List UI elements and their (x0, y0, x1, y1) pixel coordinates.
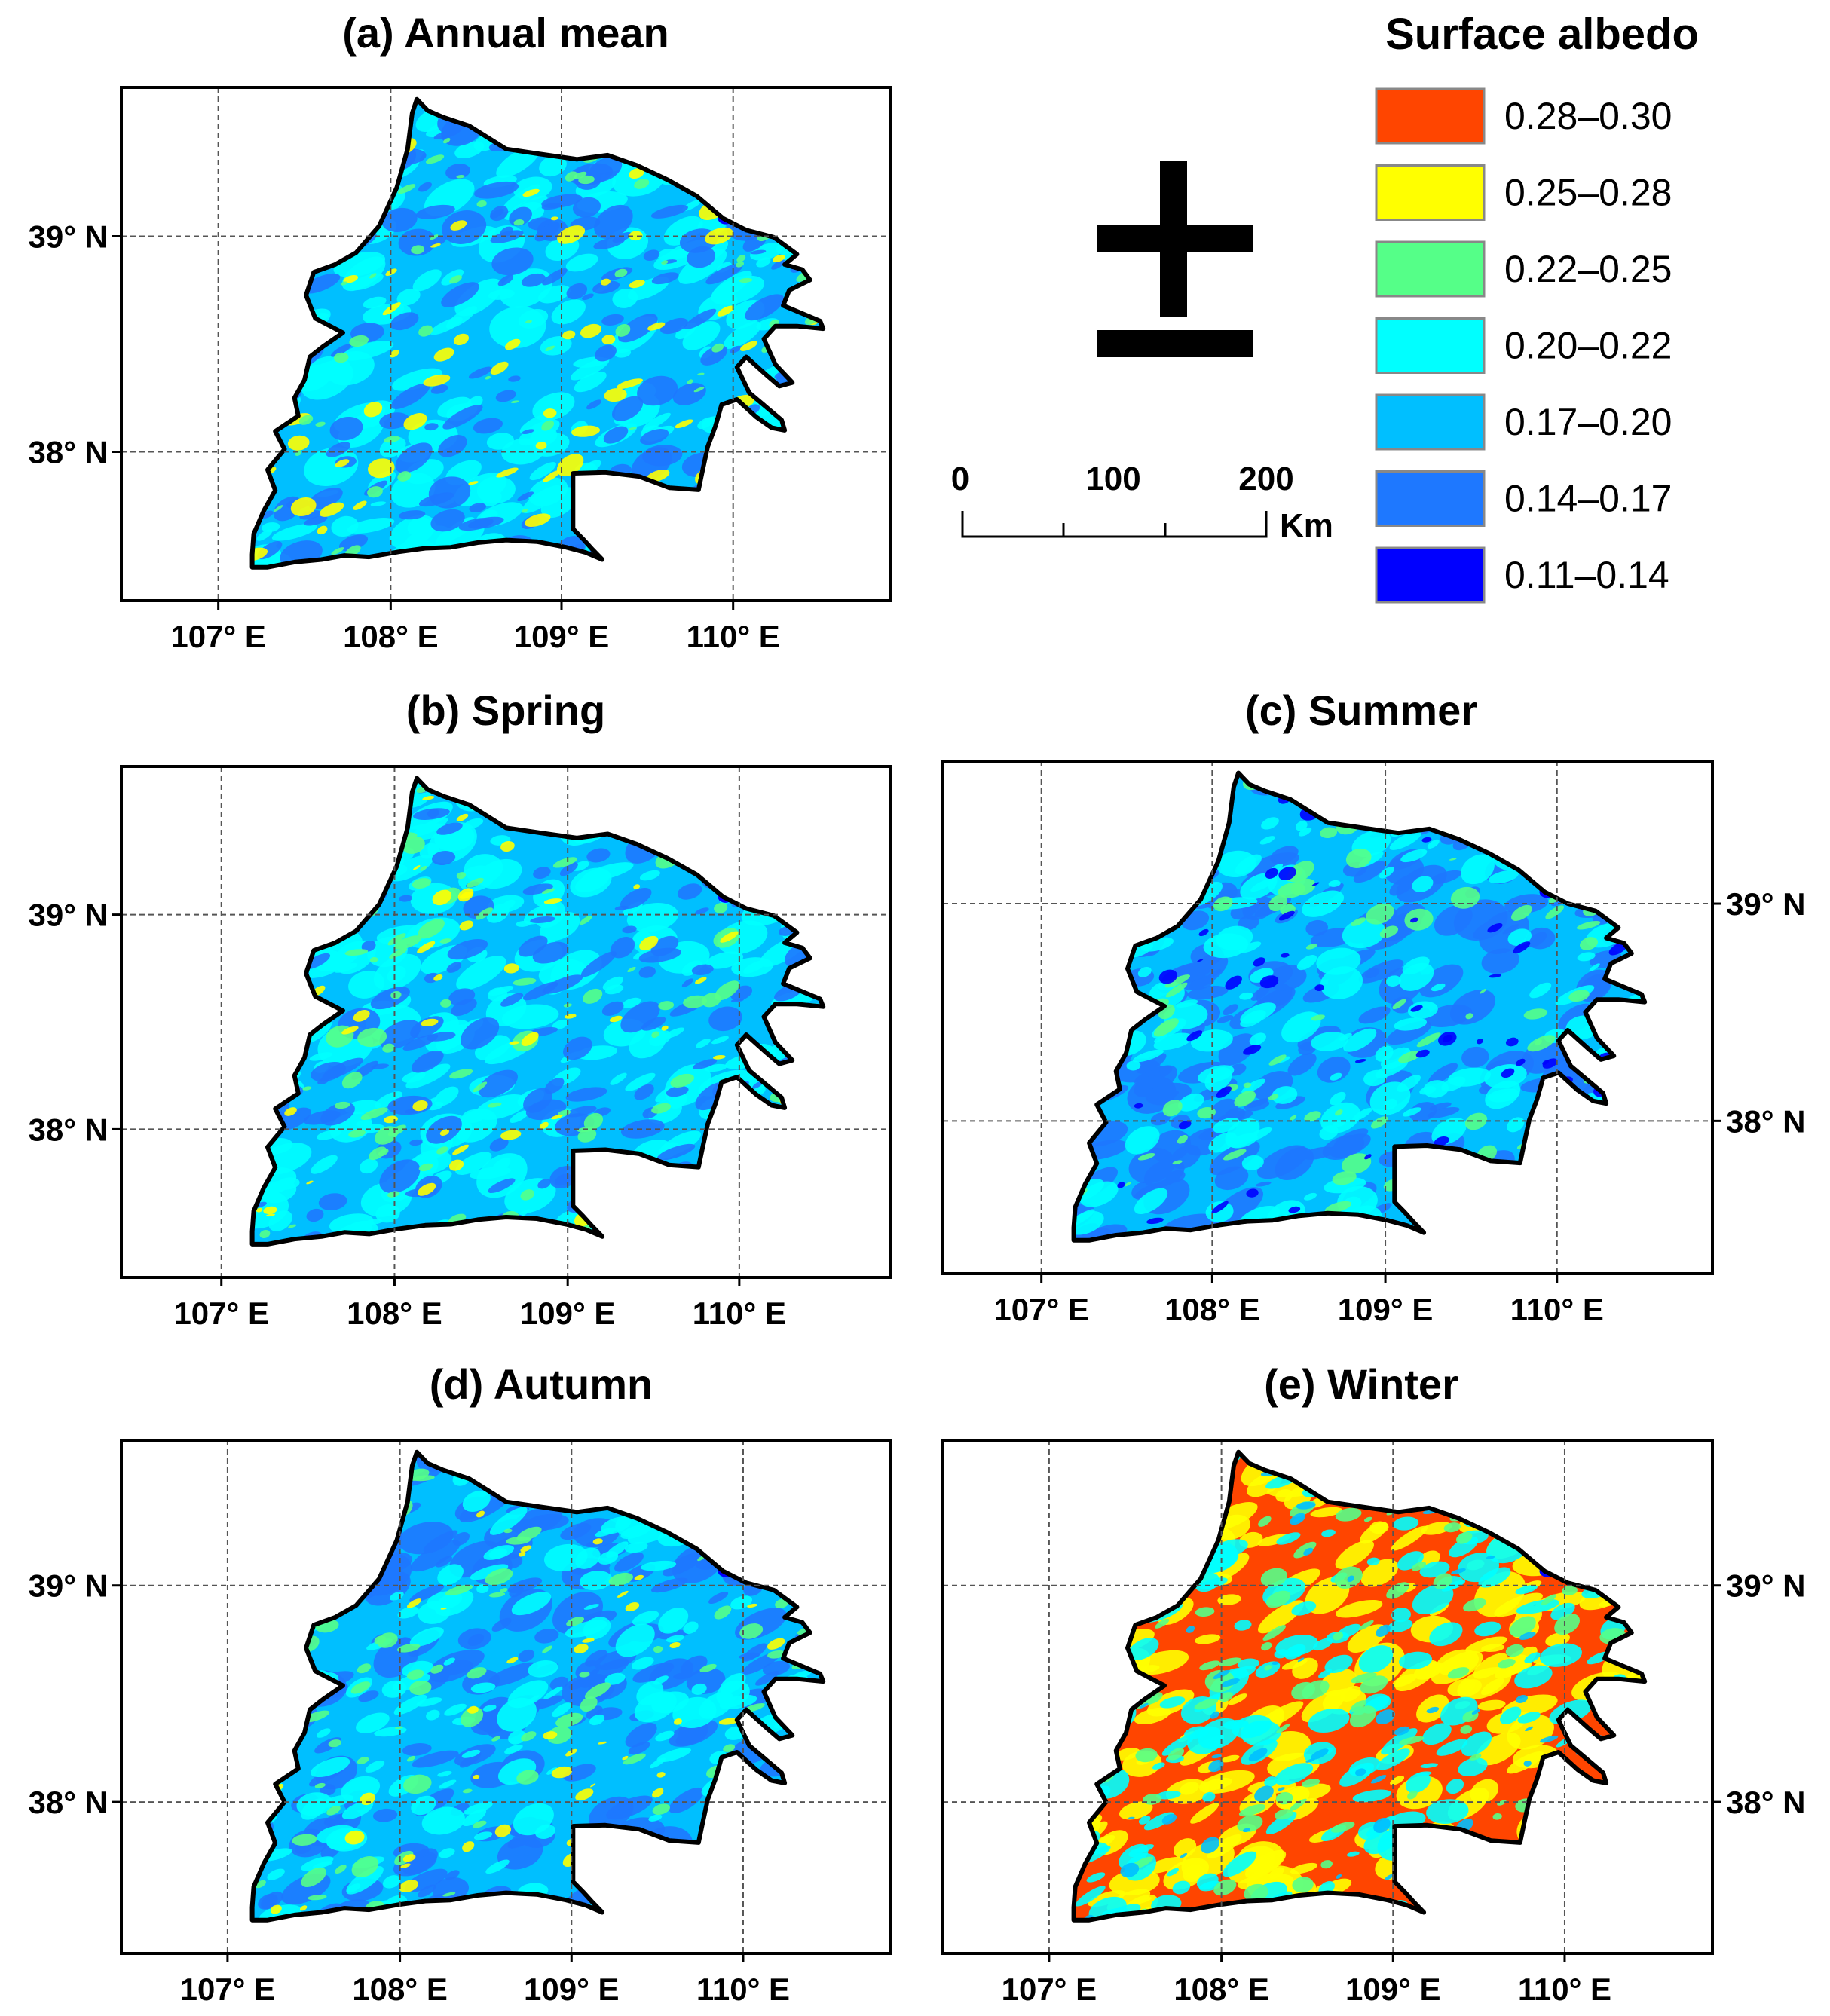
panel-title: (d) Autumn (430, 1360, 653, 1408)
longitude-label: 110° E (1510, 1292, 1604, 1327)
albedo-raster (252, 1452, 824, 1920)
latitude-label: 38° N (28, 435, 108, 470)
longitude-label: 108° E (343, 619, 439, 654)
map-frame (120, 86, 892, 602)
north-arrow-icon (1097, 161, 1253, 357)
longitude-label: 109° E (520, 1296, 616, 1331)
longitude-label: 109° E (514, 619, 610, 654)
scale-unit: Km (1280, 507, 1333, 544)
latitude-label: 39° N (28, 898, 108, 933)
longitude-label: 108° E (347, 1296, 442, 1331)
region-outline (249, 1449, 826, 1923)
legend-label: 0.25–0.28 (1504, 172, 1672, 214)
scale-label-100: 100 (1085, 460, 1140, 497)
longitude-label: 110° E (693, 1296, 786, 1331)
latitude-label: 39° N (28, 219, 108, 254)
latitude-label: 38° N (1726, 1103, 1806, 1139)
longitude-label: 107° E (993, 1292, 1089, 1327)
albedo-raster (1073, 772, 1645, 1240)
map-panel-d: (d) Autumn 107° E 108° E 109° E 110° E 39° N 3… (28, 1360, 892, 2007)
map-frame (941, 1439, 1714, 1955)
latitude-label: 38° N (28, 1112, 108, 1147)
longitude-label: 107° E (1002, 1972, 1097, 2007)
legend-label: 0.28–0.30 (1504, 95, 1672, 137)
map-frame (120, 765, 892, 1279)
albedo-raster (1073, 1452, 1645, 1920)
albedo-raster (252, 99, 824, 567)
latitude-label: 39° N (28, 1568, 108, 1604)
legend-swatch (1375, 164, 1486, 221)
panel-title: (a) Annual mean (342, 9, 669, 57)
legend-label: 0.22–0.25 (1504, 248, 1672, 290)
latitude-label: 38° N (1726, 1785, 1806, 1820)
longitude-label: 110° E (687, 619, 780, 654)
region-outline (1071, 770, 1648, 1243)
legend-swatch (1375, 470, 1486, 527)
map-frame (120, 1439, 892, 1955)
legend-swatch (1375, 393, 1486, 451)
longitude-label: 108° E (352, 1972, 448, 2007)
legend-swatch (1375, 317, 1486, 374)
albedo-raster (252, 778, 824, 1244)
longitude-label: 107° E (173, 1296, 269, 1331)
map-panels: (a) Annual mean 107° E 108° E 109° E 110° E 3… (28, 9, 1805, 2007)
longitude-label: 110° E (1518, 1972, 1611, 2007)
map-panel-b: (b) Spring 107° E 108° E 109° E 110° E 39° N 3… (28, 687, 892, 1331)
latitude-label: 38° N (28, 1785, 108, 1820)
region-outline (1071, 1449, 1648, 1923)
legend-label: 0.14–0.17 (1504, 478, 1672, 520)
longitude-label: 109° E (1338, 1292, 1434, 1327)
panel-title: (e) Winter (1264, 1360, 1458, 1408)
legend-swatch (1375, 87, 1486, 145)
scale-label-0: 0 (951, 460, 969, 497)
legend-swatch (1375, 240, 1486, 298)
legend-title: Surface albedo (1385, 10, 1699, 59)
scale-label-200: 200 (1238, 460, 1293, 497)
latitude-label: 39° N (1726, 886, 1806, 922)
legend-label: 0.17–0.20 (1504, 401, 1672, 443)
region-outline (249, 96, 826, 570)
map-panel-c: (c) Summer 107° E 108° E 109° E 110° E 39° N 3… (941, 687, 1806, 1327)
latitude-label: 39° N (1726, 1568, 1806, 1604)
map-panel-a: (a) Annual mean 107° E 108° E 109° E 110° E 3… (28, 9, 892, 654)
longitude-label: 110° E (696, 1972, 790, 2007)
legend-label: 0.11–0.14 (1504, 554, 1669, 596)
longitude-label: 107° E (180, 1972, 276, 2007)
legend-label: 0.20–0.22 (1504, 325, 1672, 367)
longitude-label: 109° E (524, 1972, 620, 2007)
longitude-label: 109° E (1345, 1972, 1441, 2007)
map-frame (941, 760, 1714, 1275)
longitude-label: 107° E (170, 619, 266, 654)
map-panel-e: (e) Winter 107° E 108° E 109° E 110° E 39° N 3… (941, 1360, 1806, 2007)
panel-title: (b) Spring (406, 687, 605, 734)
legend-swatch (1375, 546, 1486, 604)
longitude-label: 108° E (1164, 1292, 1260, 1327)
region-outline (249, 776, 826, 1247)
longitude-label: 108° E (1174, 1972, 1269, 2007)
legend: Surface albedo 0.28–0.30 0.25–0.28 0.22–0.… (1375, 10, 1699, 604)
scale-bar: 0 100 200 Km (951, 460, 1333, 544)
panel-title: (c) Summer (1245, 687, 1477, 734)
